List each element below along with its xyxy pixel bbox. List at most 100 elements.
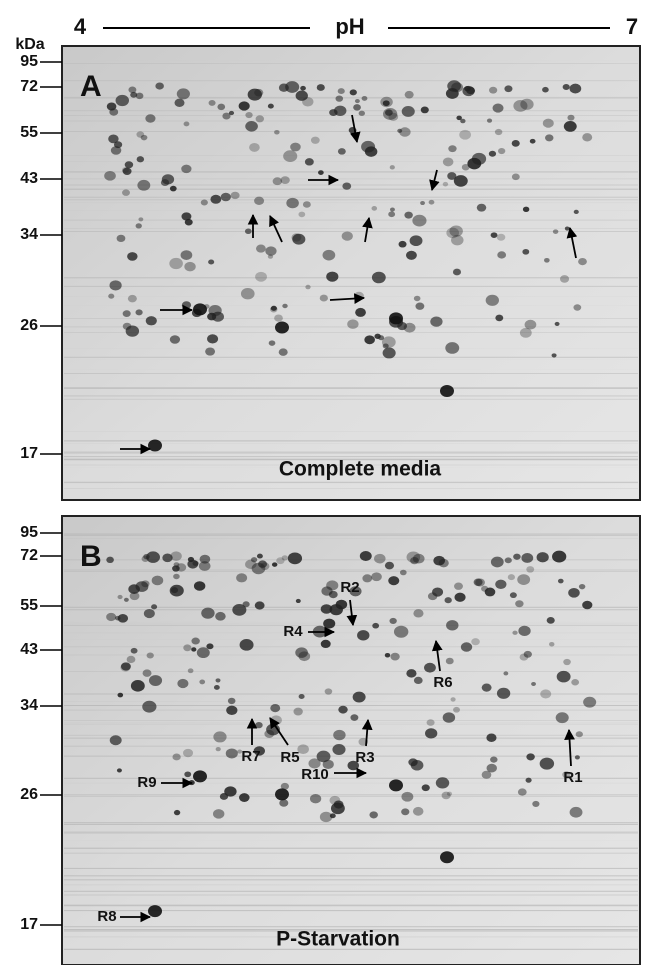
spot [320, 604, 333, 614]
spot [128, 86, 137, 94]
spot [569, 83, 582, 94]
spot [198, 561, 211, 571]
spot [364, 335, 375, 345]
spot [495, 314, 504, 322]
spot [490, 232, 498, 238]
spot [122, 167, 132, 176]
mw-marker: 43 [20, 170, 38, 187]
spot [155, 82, 164, 90]
spot [244, 228, 252, 235]
spot [519, 653, 529, 661]
spot [445, 88, 459, 99]
spot [404, 211, 413, 219]
spot [319, 811, 333, 823]
spot [310, 136, 320, 144]
mw-marker: 55 [20, 597, 38, 614]
spot [445, 657, 454, 665]
spot [136, 156, 145, 163]
spot [199, 679, 206, 685]
spot [130, 647, 138, 654]
spot [397, 128, 403, 133]
spot [399, 569, 407, 576]
spot [251, 562, 266, 575]
spot [354, 99, 360, 104]
spot [286, 197, 299, 209]
spot [390, 652, 400, 661]
spot-label: R7 [241, 748, 260, 765]
spot [551, 353, 557, 358]
spot [276, 557, 285, 565]
spot [151, 604, 158, 610]
spot [240, 288, 255, 300]
mw-marker: 43 [20, 641, 38, 658]
spot [174, 98, 185, 107]
spot [140, 134, 148, 141]
spot-label: R2 [340, 579, 359, 596]
spot [347, 760, 359, 771]
spot [569, 806, 583, 818]
spot [180, 250, 193, 260]
spot [249, 142, 260, 152]
spot [371, 271, 386, 284]
spot [177, 678, 189, 689]
spot [519, 327, 532, 338]
spot [573, 209, 579, 215]
spot [531, 681, 536, 686]
spot [333, 729, 346, 741]
spot [169, 335, 181, 344]
spot [451, 234, 464, 246]
spot [492, 103, 504, 113]
spot-label: R9 [137, 774, 156, 791]
spot [350, 714, 359, 721]
spot [256, 553, 263, 559]
spot [454, 582, 463, 590]
ph-low: 4 [74, 14, 87, 39]
spot [184, 771, 192, 778]
spot [424, 662, 436, 673]
spot [169, 257, 183, 270]
spot [285, 81, 300, 93]
spot [236, 573, 248, 583]
spot [484, 587, 496, 597]
spot [114, 141, 123, 149]
spot [226, 705, 238, 715]
spot [403, 322, 416, 333]
spot [181, 301, 192, 309]
spot [347, 319, 359, 329]
spot [520, 98, 534, 110]
spot [106, 612, 117, 622]
spot [326, 271, 339, 282]
spot [450, 697, 456, 702]
spot [476, 203, 487, 212]
spot [183, 748, 194, 758]
spot [135, 223, 142, 229]
spot [181, 212, 192, 221]
spot [245, 111, 253, 119]
spot [169, 584, 184, 597]
spot [109, 735, 122, 746]
spot-label: R5 [280, 749, 299, 766]
spot [390, 207, 395, 212]
spot [562, 84, 570, 91]
spot [389, 165, 395, 170]
spot [228, 110, 235, 116]
spot [280, 176, 290, 185]
spot [295, 90, 308, 101]
spot [341, 231, 353, 241]
spot [274, 314, 283, 322]
spot [333, 800, 344, 809]
spot [583, 696, 597, 708]
spot [539, 757, 555, 770]
spot [207, 334, 219, 344]
spot [254, 88, 264, 97]
spot [335, 599, 348, 610]
arrows [120, 114, 578, 923]
spot [333, 105, 347, 116]
spot [213, 731, 227, 743]
spot [575, 731, 583, 738]
spot [380, 96, 393, 108]
spot [382, 343, 389, 349]
spot [173, 562, 180, 568]
spot [413, 676, 423, 685]
spot [275, 321, 289, 334]
